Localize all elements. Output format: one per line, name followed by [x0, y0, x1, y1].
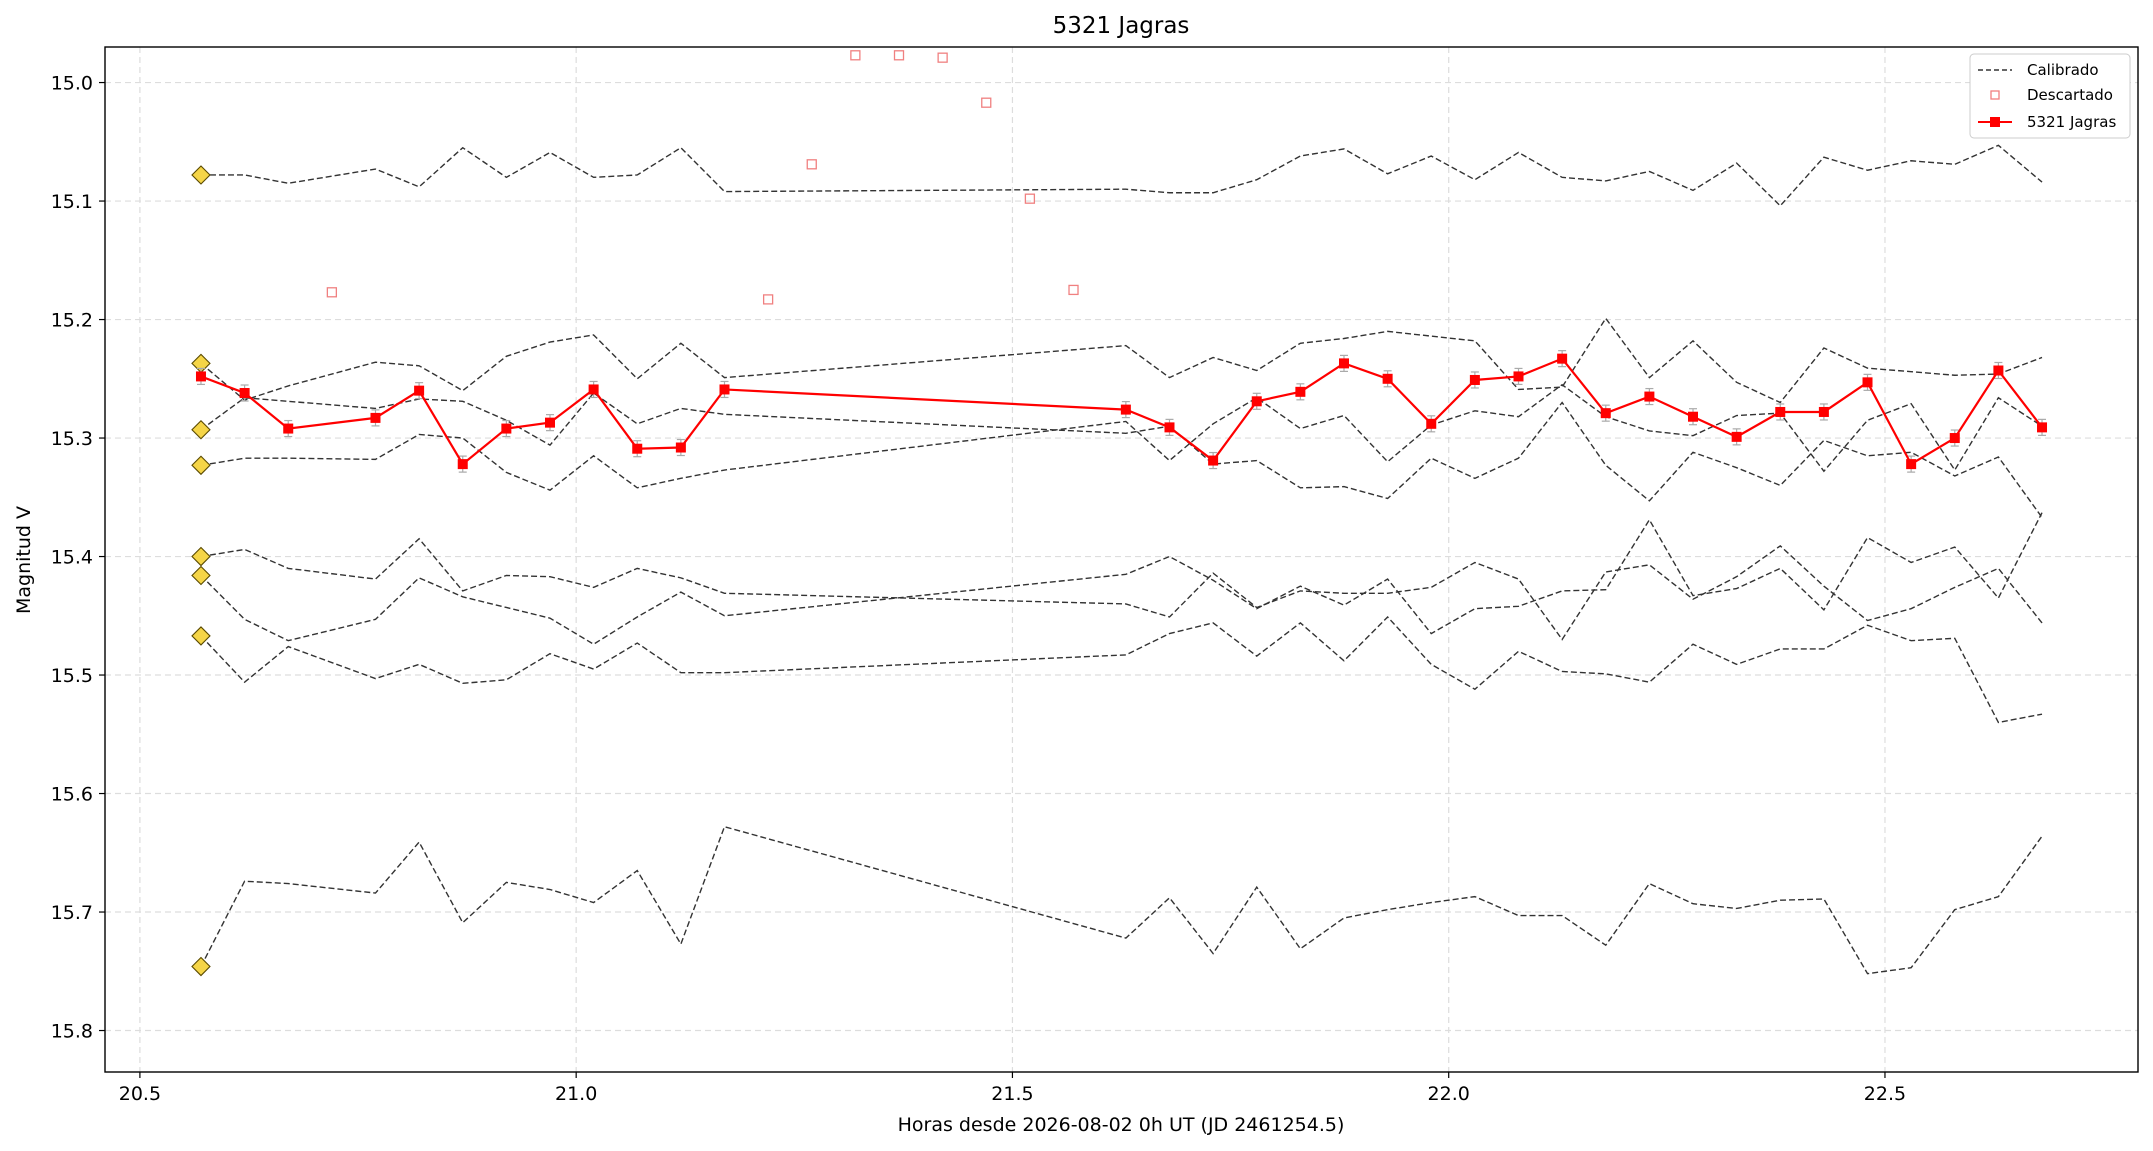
y-tick-label: 15.6 — [51, 784, 93, 806]
x-tick-label: 20.5 — [119, 1083, 161, 1105]
target-point — [195, 371, 206, 382]
y-tick-label: 15.5 — [51, 665, 93, 687]
target-point — [1949, 433, 1960, 444]
target-point — [1164, 422, 1175, 433]
target-series-group — [195, 350, 2048, 473]
calibrated-start-marker — [191, 165, 211, 185]
target-point — [544, 417, 555, 428]
target-point — [1469, 374, 1480, 385]
target-point — [1600, 408, 1611, 419]
x-tick-label: 22.0 — [1428, 1083, 1470, 1105]
target-point — [1338, 358, 1349, 369]
discarded-point — [937, 52, 948, 63]
discarded-point — [1068, 284, 1079, 296]
target-point — [675, 442, 686, 453]
discarded-point — [1024, 193, 1036, 204]
discarded-point — [981, 97, 992, 108]
target-point — [719, 384, 730, 395]
grid — [105, 47, 2138, 1072]
target-point — [1731, 431, 1742, 442]
calibrated-line — [200, 825, 2043, 975]
x-tick-label: 22.5 — [1864, 1083, 1906, 1105]
calibrated-line — [200, 512, 2043, 646]
calibrated-line — [200, 392, 2043, 518]
target-point — [1251, 396, 1262, 407]
target-point — [1862, 377, 1873, 388]
target-point — [1688, 411, 1699, 422]
target-line — [200, 357, 2043, 466]
calibrated-start-marker — [191, 626, 211, 646]
calibrated-start-marker — [191, 565, 211, 586]
y-tick-label: 15.8 — [51, 1021, 93, 1043]
target-point — [501, 423, 512, 434]
target-point — [370, 412, 381, 423]
discarded-point — [850, 50, 861, 61]
axis-ticks: 20.5 21.0 21.5 22.0 22.5 15.0 15.1 15.2 15.3 15.4… — [51, 73, 1906, 1105]
target-point — [1120, 404, 1131, 415]
target-point — [1818, 406, 1829, 417]
target-point — [457, 459, 468, 470]
target-point — [239, 388, 250, 399]
calibrated-start-marker — [191, 956, 211, 977]
legend-discarded-label: Descartado — [2027, 86, 2113, 104]
calibrated-line — [200, 615, 2043, 724]
chart-title: 5321 Jagras — [1053, 13, 1190, 39]
calibrated-markers-group — [191, 165, 211, 977]
discarded-point — [762, 294, 774, 305]
target-point — [1644, 391, 1655, 402]
legend-target-marker — [1990, 117, 2000, 127]
calibrated-start-marker — [191, 546, 211, 567]
y-tick-label: 15.1 — [51, 191, 93, 213]
legend-discarded-swatch — [1990, 90, 2000, 100]
discarded-point — [806, 159, 817, 170]
calibrated-line — [200, 383, 2043, 491]
target-point — [1208, 455, 1219, 466]
x-tick-label: 21.0 — [555, 1083, 597, 1105]
calibrated-series-group — [200, 144, 2043, 975]
y-tick-label: 15.7 — [51, 902, 93, 924]
discarded-point — [893, 50, 905, 61]
target-point — [1993, 365, 2004, 376]
target-point — [588, 384, 599, 395]
legend-calibrated-label: Calibrado — [2027, 61, 2099, 79]
calibrated-start-marker — [191, 455, 211, 476]
target-point — [2037, 422, 2048, 433]
y-tick-label: 15.0 — [51, 73, 93, 95]
target-point — [414, 385, 425, 396]
discarded-points-group — [326, 50, 1079, 305]
target-point — [632, 443, 643, 454]
y-axis-label: Magnitud V — [13, 506, 35, 614]
y-tick-label: 15.2 — [51, 310, 93, 332]
y-tick-label: 15.4 — [51, 547, 93, 569]
calibrated-start-marker — [191, 419, 211, 440]
target-point — [1295, 386, 1306, 397]
target-point — [1906, 459, 1917, 470]
calibrated-line — [200, 317, 2043, 404]
x-tick-label: 21.5 — [991, 1083, 1033, 1105]
target-point — [283, 423, 294, 434]
legend-box — [1969, 53, 2131, 139]
legend-target-label: 5321 Jagras — [2027, 113, 2116, 131]
target-point — [1426, 418, 1437, 429]
target-point — [1382, 373, 1393, 384]
y-tick-label: 15.3 — [51, 428, 93, 450]
discarded-point — [326, 287, 338, 298]
target-point — [1775, 406, 1786, 417]
x-axis-label: Horas desde 2026-08-02 0h UT (JD 2461254… — [898, 1114, 1345, 1136]
target-point — [1513, 371, 1524, 382]
calibrated-line — [200, 144, 2043, 207]
plot-frame — [104, 46, 2139, 1073]
legend: Calibrado Descartado 5321 Jagras — [1969, 53, 2131, 139]
target-point — [1557, 353, 1568, 364]
